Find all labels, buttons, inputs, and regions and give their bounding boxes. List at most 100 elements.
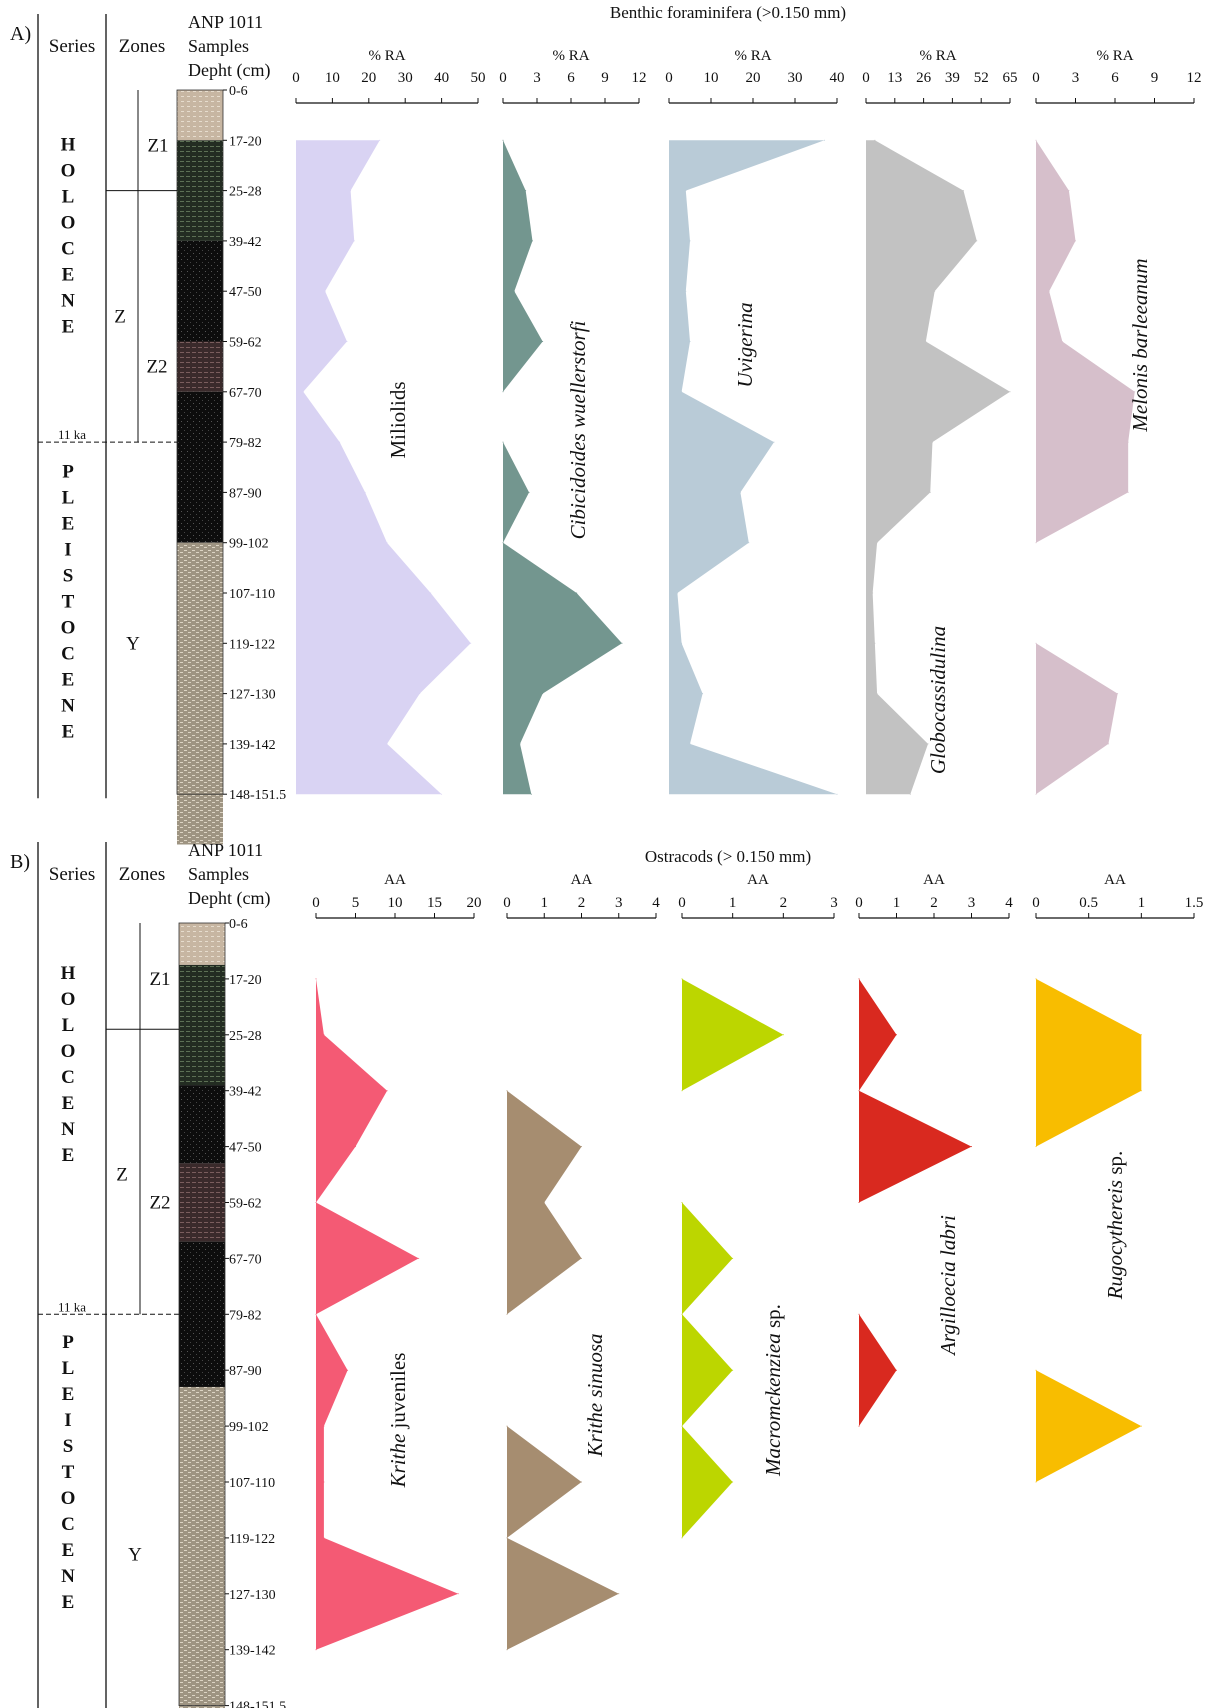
series-letter: L: [62, 186, 75, 207]
series-letter: S: [63, 565, 74, 586]
data-point: [732, 1369, 734, 1371]
data-point: [441, 793, 443, 795]
axis-label: AA: [1104, 872, 1126, 888]
tick-label: 0: [503, 895, 511, 911]
data-point: [872, 592, 874, 594]
samples-header-line: ANP 1011: [188, 12, 263, 32]
data-point: [732, 1257, 734, 1259]
axis-label: % RA: [734, 48, 771, 64]
series-name: Cibicidoides wuellerstorfi: [566, 320, 590, 539]
zone-label: Z: [114, 306, 126, 327]
series-letter: E: [62, 669, 75, 690]
tick-label: 6: [1111, 70, 1119, 86]
series-name-word: Krithe: [386, 1434, 410, 1489]
data-point: [909, 793, 911, 795]
sediment-layer: [179, 923, 225, 965]
sediment-layer: [177, 140, 223, 241]
data-point: [689, 341, 691, 342]
data-point: [685, 190, 687, 192]
age-marker: 11 ka: [58, 427, 86, 442]
zone-label: Z2: [149, 1193, 170, 1214]
series-name: Globocassidulina: [926, 626, 950, 774]
tick-label: 3: [968, 895, 976, 911]
tick-label: 1.5: [1185, 895, 1204, 911]
data-point: [353, 240, 355, 242]
data-point: [1068, 190, 1070, 192]
depth-label: 59-62: [229, 336, 262, 351]
samples-header-line: ANP 1011: [188, 840, 263, 860]
data-point: [519, 743, 521, 745]
series-letter: O: [61, 1041, 76, 1062]
depth-label: 87-90: [229, 486, 262, 501]
series-name-word: juveniles: [386, 1353, 410, 1434]
tick-label: 4: [652, 895, 660, 911]
data-point: [773, 441, 775, 443]
series-letter: T: [62, 1462, 75, 1483]
data-point: [874, 642, 876, 644]
tick-label: 0: [862, 70, 870, 86]
data-point: [386, 542, 388, 544]
depth-label: 47-50: [229, 1141, 262, 1156]
data-point: [681, 1202, 683, 1203]
data-point: [355, 1146, 356, 1148]
series-name: Rugocythereis sp.: [1103, 1151, 1127, 1301]
data-point: [315, 1202, 317, 1203]
series-name-word: sp.: [1103, 1151, 1127, 1180]
axis-label: AA: [923, 872, 945, 888]
data-point: [1035, 139, 1037, 141]
sediment-layer: [177, 341, 223, 392]
tick-label: 3: [830, 895, 838, 911]
depth-label: 17-20: [229, 973, 262, 988]
series-letter: L: [62, 1015, 75, 1036]
tick-label: 1: [1138, 895, 1146, 911]
series-letter: T: [62, 591, 75, 612]
depth-label: 25-28: [229, 185, 262, 200]
data-point: [1134, 391, 1136, 393]
series-column-uvigerina: % RA 0 10 20 30 40 Uvigerina: [665, 48, 845, 795]
tick-label: 30: [788, 70, 803, 86]
tick-label: 1: [541, 895, 549, 911]
zone-label: Y: [128, 1545, 142, 1566]
data-point: [1035, 978, 1037, 980]
series-letter: E: [62, 1145, 75, 1166]
data-point: [1009, 391, 1011, 393]
series-letter: N: [61, 695, 75, 716]
data-point: [858, 1090, 860, 1092]
series-column-cibicidoides-wuellerstorfi: % RA 0 3 6 9 12 Cibicidoides wuellerstorfi: [499, 48, 647, 795]
tick-label: 0: [499, 70, 507, 86]
data-point: [1127, 441, 1129, 443]
series-name-word: Macromckenziea: [761, 1333, 785, 1477]
samples-header-line: Depht (cm): [188, 888, 270, 909]
data-point: [782, 1034, 784, 1036]
data-area: [507, 1426, 619, 1650]
data-point: [748, 542, 750, 544]
series-header: Series: [49, 36, 95, 57]
series-letter: H: [61, 134, 76, 155]
data-point: [1035, 1481, 1037, 1483]
data-point: [581, 1481, 582, 1483]
data-point: [1140, 1090, 1142, 1092]
data-point: [1048, 290, 1050, 292]
series-letter: C: [61, 1514, 75, 1535]
axis-label: AA: [571, 872, 593, 888]
tick-label: 10: [388, 895, 403, 911]
depth-label: 107-110: [229, 1476, 275, 1491]
tick-label: 39: [945, 70, 960, 86]
data-point: [531, 240, 533, 242]
tick-label: 4: [1005, 895, 1013, 911]
series-header: Series: [49, 864, 95, 885]
series-letter: O: [61, 1488, 76, 1509]
data-area: [859, 978, 972, 1203]
data-point: [1075, 240, 1076, 242]
tick-label: 2: [930, 895, 938, 911]
tick-label: 12: [1187, 70, 1202, 86]
data-point: [1140, 1034, 1142, 1036]
depth-label: 47-50: [229, 285, 262, 300]
depth-label: 67-70: [229, 1252, 262, 1267]
series-letter: E: [62, 513, 75, 534]
data-area: [682, 978, 784, 1091]
tick-label: 0: [1032, 895, 1040, 911]
depth-label: 139-142: [229, 738, 276, 753]
tick-label: 65: [1003, 70, 1018, 86]
